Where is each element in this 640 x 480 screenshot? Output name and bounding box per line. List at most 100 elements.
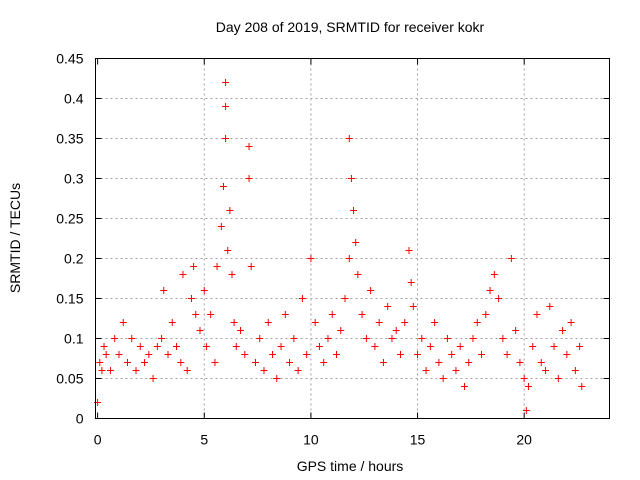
data-point (522, 407, 530, 414)
data-point (337, 327, 345, 334)
data-point (173, 343, 181, 350)
y-tick-label: 0.4 (64, 91, 84, 107)
data-point (375, 319, 383, 326)
data-point (324, 335, 332, 342)
x-tick-label: 10 (303, 432, 319, 448)
data-point (495, 295, 503, 302)
data-point (414, 351, 422, 358)
data-point (478, 351, 486, 358)
data-point (286, 359, 294, 366)
data-point (298, 295, 306, 302)
y-axis-ticks: 0 0.05 0.1 0.15 0.2 0.25 0.3 0.35 0.4 0.45 (56, 51, 610, 427)
data-point (102, 351, 110, 358)
data-point (211, 359, 219, 366)
data-point (315, 343, 323, 350)
x-tick-label: 20 (516, 432, 532, 448)
data-point (202, 343, 210, 350)
data-point (520, 375, 528, 382)
data-point (217, 223, 225, 230)
data-point (187, 295, 195, 302)
data-point (222, 103, 230, 110)
data-point (128, 335, 136, 342)
data-point (192, 311, 200, 318)
data-point (550, 343, 558, 350)
data-point (384, 303, 392, 310)
data-point (443, 335, 451, 342)
data-point (524, 383, 532, 390)
data-point (405, 247, 413, 254)
data-point (418, 335, 426, 342)
data-point (507, 255, 515, 262)
y-tick-label: 0.2 (64, 251, 84, 267)
plot-frame (95, 58, 610, 419)
data-point (160, 287, 168, 294)
data-point (98, 367, 106, 374)
data-point (145, 351, 153, 358)
data-point (499, 335, 507, 342)
data-point (256, 335, 264, 342)
x-axis-label: GPS time / hours (297, 458, 404, 474)
data-point (119, 319, 127, 326)
x-tick-label: 5 (200, 432, 208, 448)
data-point (179, 271, 187, 278)
data-point (153, 343, 161, 350)
y-tick-label: 0.15 (56, 291, 83, 307)
data-point (358, 311, 366, 318)
data-point (115, 351, 123, 358)
data-point (482, 311, 490, 318)
data-point (111, 335, 119, 342)
data-point (290, 335, 298, 342)
data-point (328, 311, 336, 318)
data-point (320, 359, 328, 366)
data-point (345, 255, 353, 262)
data-point (576, 343, 584, 350)
data-point (247, 263, 255, 270)
data-point (448, 351, 456, 358)
data-point (264, 319, 272, 326)
data-point (469, 335, 477, 342)
data-point (273, 375, 281, 382)
data-point (571, 367, 579, 374)
data-point (136, 343, 144, 350)
data-point (456, 343, 464, 350)
data-point (350, 207, 358, 214)
data-point (232, 343, 240, 350)
data-point (149, 375, 157, 382)
data-point (529, 343, 537, 350)
y-tick-label: 0 (76, 411, 84, 427)
data-point (219, 183, 227, 190)
data-point (96, 359, 104, 366)
chart-title: Day 208 of 2019, SRMTID for receiver kok… (216, 19, 485, 35)
data-point (516, 359, 524, 366)
data-point (241, 351, 249, 358)
y-tick-label: 0.1 (64, 331, 84, 347)
data-point (222, 79, 230, 86)
data-point (333, 351, 341, 358)
data-point (533, 311, 541, 318)
data-point (245, 175, 253, 182)
data-point (407, 279, 415, 286)
data-point (542, 367, 550, 374)
data-point (132, 367, 140, 374)
data-point (196, 327, 204, 334)
data-point (106, 367, 114, 374)
data-point (269, 351, 277, 358)
data-point (281, 311, 289, 318)
data-point (141, 359, 149, 366)
data-point (537, 359, 545, 366)
data-point (354, 271, 362, 278)
data-point (200, 287, 208, 294)
data-point (490, 271, 498, 278)
data-points (94, 79, 586, 414)
data-point (367, 287, 375, 294)
data-point (341, 295, 349, 302)
data-point (190, 263, 198, 270)
data-point (245, 143, 253, 150)
data-point (237, 327, 245, 334)
data-point (303, 351, 311, 358)
data-point (222, 135, 230, 142)
y-axis-label: SRMTID / TECUs (7, 183, 23, 293)
data-point (392, 327, 400, 334)
data-point (207, 311, 215, 318)
